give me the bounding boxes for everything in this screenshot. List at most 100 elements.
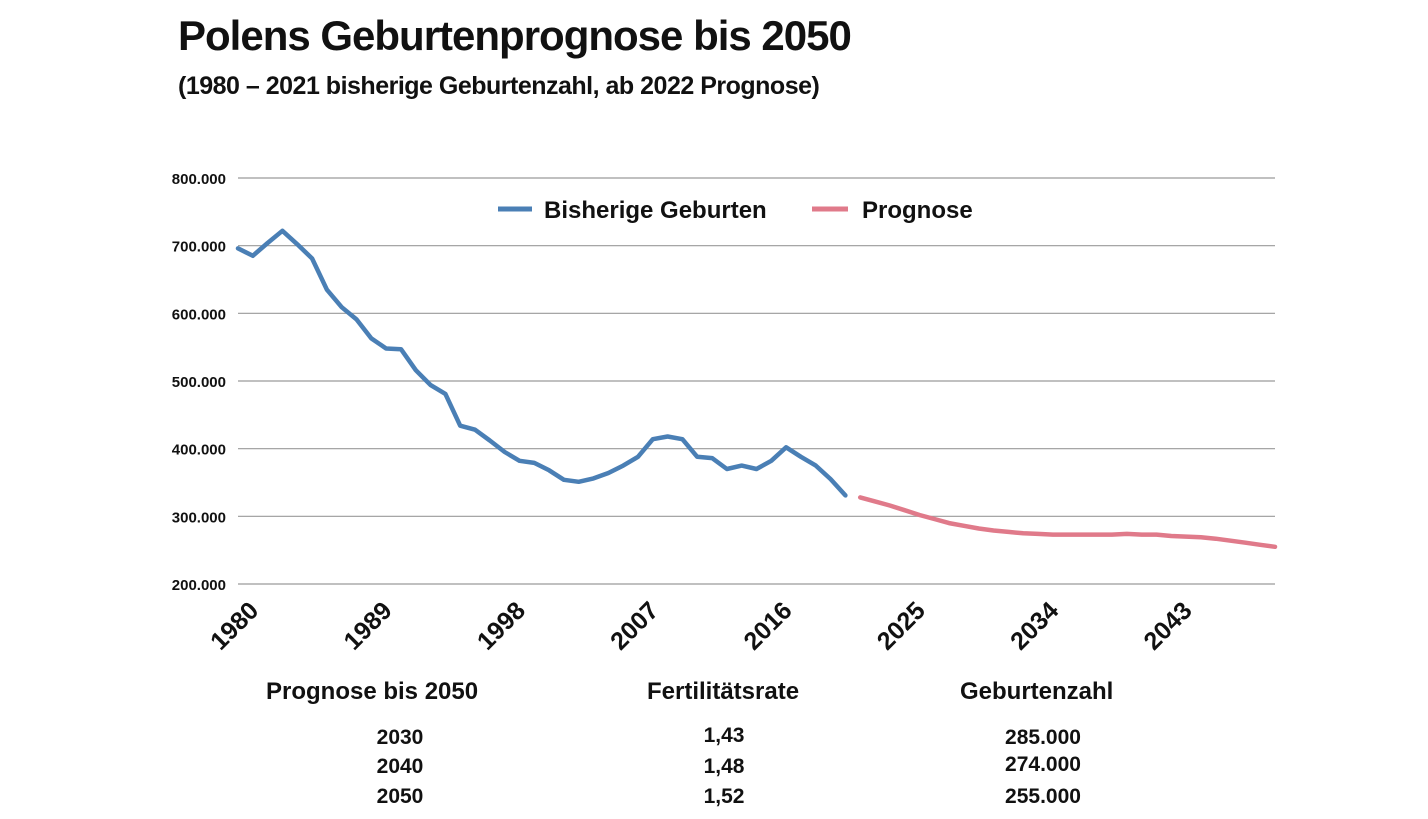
data-point	[771, 460, 772, 461]
x-tick-label: 2025	[872, 596, 931, 655]
y-tick-label: 800.000	[172, 171, 226, 188]
table-cell-year: 2030	[376, 726, 424, 749]
data-point	[282, 230, 283, 231]
data-point	[712, 458, 713, 459]
data-point	[312, 258, 313, 259]
x-tick-label: 1980	[205, 596, 264, 655]
y-tick-label: 500.000	[172, 374, 226, 391]
series-line-prognose	[857, 495, 1278, 550]
data-point	[430, 385, 431, 386]
data-point	[238, 248, 239, 249]
data-point	[1097, 534, 1098, 535]
data-point	[1171, 536, 1172, 537]
data-point	[978, 528, 979, 529]
table-header-fertilitaetsrate: Fertilitätsrate	[647, 678, 800, 705]
data-point	[460, 425, 461, 426]
data-point	[860, 497, 861, 498]
data-point	[1067, 534, 1068, 535]
data-point	[638, 456, 639, 457]
series-line-bisherige-geburten	[235, 228, 848, 498]
table-cell-births: 285.000	[1005, 726, 1081, 749]
table-cell-fertility: 1,48	[703, 755, 745, 778]
data-point	[845, 495, 846, 496]
data-point	[1126, 533, 1127, 534]
data-point	[1082, 534, 1083, 535]
data-point	[875, 501, 876, 502]
data-point	[800, 456, 801, 457]
data-point	[623, 465, 624, 466]
table-cell-fertility: 1,43	[703, 724, 745, 747]
table-header-prognose: Prognose bis 2050	[266, 678, 479, 705]
x-tick-label: 2034	[1005, 596, 1064, 655]
y-tick-label: 600.000	[172, 306, 226, 323]
data-point	[326, 289, 327, 290]
data-point	[1112, 534, 1113, 535]
data-point	[445, 393, 446, 394]
chart-subtitle: (1980 – 2021 bisherige Geburtenzahl, ab …	[178, 72, 820, 100]
data-point	[786, 447, 787, 448]
table-cell-births: 274.000	[1005, 753, 1081, 776]
x-tick-label: 1989	[338, 596, 397, 655]
data-point	[489, 440, 490, 441]
data-point	[1141, 534, 1142, 535]
data-point	[386, 348, 387, 349]
series-layer	[235, 228, 1278, 550]
data-point	[608, 473, 609, 474]
table-header-geburtenzahl: Geburtenzahl	[960, 678, 1114, 705]
data-point	[1275, 546, 1276, 547]
data-point	[549, 470, 550, 471]
data-point	[726, 469, 727, 470]
data-point	[519, 460, 520, 461]
data-point	[371, 338, 372, 339]
data-point	[963, 525, 964, 526]
legend: Bisherige Geburten Prognose	[498, 197, 973, 224]
data-point	[652, 439, 653, 440]
data-point	[815, 465, 816, 466]
data-point	[830, 479, 831, 480]
legend-label-bisherige-geburten: Bisherige Geburten	[544, 197, 767, 224]
data-point	[741, 465, 742, 466]
data-point	[578, 481, 579, 482]
data-point	[934, 519, 935, 520]
y-tick-label: 400.000	[172, 442, 226, 459]
data-point	[1023, 533, 1024, 534]
data-point	[756, 469, 757, 470]
data-point	[1200, 537, 1201, 538]
table-cell-year: 2050	[376, 785, 424, 808]
data-point	[904, 510, 905, 511]
grid-layer	[238, 177, 1275, 585]
y-tick-label: 700.000	[172, 239, 226, 256]
y-tick-label: 300.000	[172, 509, 226, 526]
data-point	[697, 456, 698, 457]
data-point	[1052, 534, 1053, 535]
data-point	[341, 307, 342, 308]
data-point	[889, 505, 890, 506]
data-point	[1038, 533, 1039, 534]
data-point	[401, 349, 402, 350]
x-tick-label: 1998	[472, 596, 531, 655]
data-point	[667, 436, 668, 437]
data-point	[297, 244, 298, 245]
data-point	[563, 479, 564, 480]
table-cell-fertility: 1,52	[703, 785, 745, 808]
data-point	[1215, 538, 1216, 539]
data-point	[356, 319, 357, 320]
data-point	[919, 515, 920, 516]
data-point	[475, 429, 476, 430]
data-point	[1245, 542, 1246, 543]
y-tick-label: 200.000	[172, 577, 226, 594]
data-point	[252, 255, 253, 256]
data-point	[1156, 534, 1157, 535]
data-point	[682, 439, 683, 440]
data-point	[1186, 536, 1187, 537]
table-cell-year: 2040	[376, 755, 424, 778]
data-point	[1008, 531, 1009, 532]
table-cell-births: 255.000	[1005, 785, 1081, 808]
data-point	[949, 523, 950, 524]
x-tick-label: 2016	[738, 596, 797, 655]
data-point	[593, 478, 594, 479]
x-tick-label: 2007	[605, 596, 664, 655]
y-axis-tick-labels: 200.000 300.000 400.000 500.000 600.000 700.0…	[172, 171, 226, 594]
data-point	[504, 452, 505, 453]
